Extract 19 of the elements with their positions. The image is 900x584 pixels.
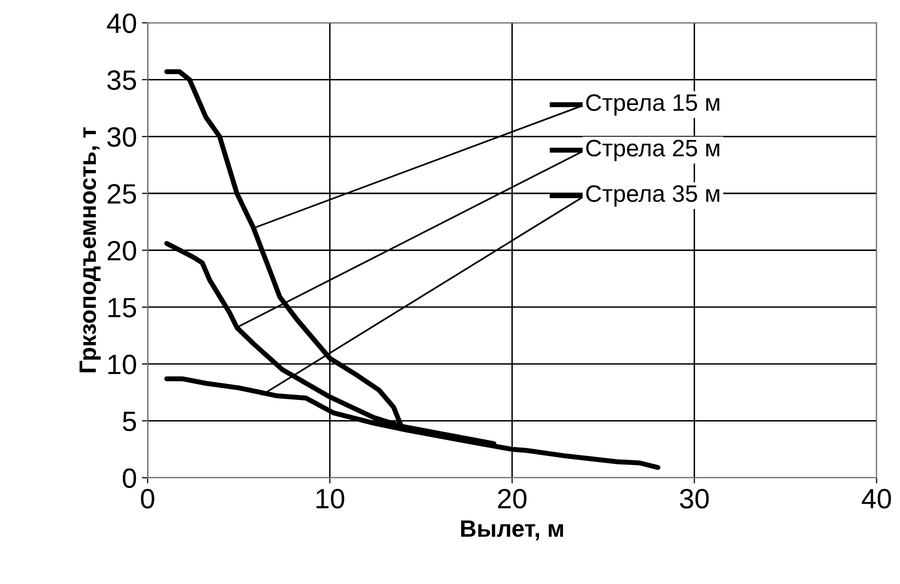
- y-tick-label: 25: [108, 184, 136, 204]
- y-tick-label: 5: [122, 412, 136, 432]
- x-axis-title: Вылет, м: [461, 520, 563, 540]
- annotation: Стрела 15 м: [586, 94, 720, 116]
- x-tick-label: 40: [862, 488, 891, 509]
- y-axis-title: Гркзоподъемность, т: [80, 127, 101, 372]
- x-tick-label: 30: [680, 488, 709, 509]
- y-tick-label: 30: [107, 127, 136, 147]
- x-tick-label: 0: [140, 488, 154, 509]
- annotation: Стрела 25 м: [586, 140, 720, 162]
- y-tick-label: 10: [108, 354, 136, 374]
- annotation: Стрела 35 м: [586, 185, 720, 207]
- y-tick-label: 0: [122, 468, 136, 488]
- y-tick-label: 40: [106, 13, 136, 34]
- y-tick-label: 35: [107, 70, 136, 90]
- y-tick-label: 20: [108, 240, 136, 261]
- x-tick-label: 20: [498, 488, 526, 509]
- x-tick-label: 10: [316, 488, 344, 509]
- y-tick-label: 15: [108, 298, 136, 318]
